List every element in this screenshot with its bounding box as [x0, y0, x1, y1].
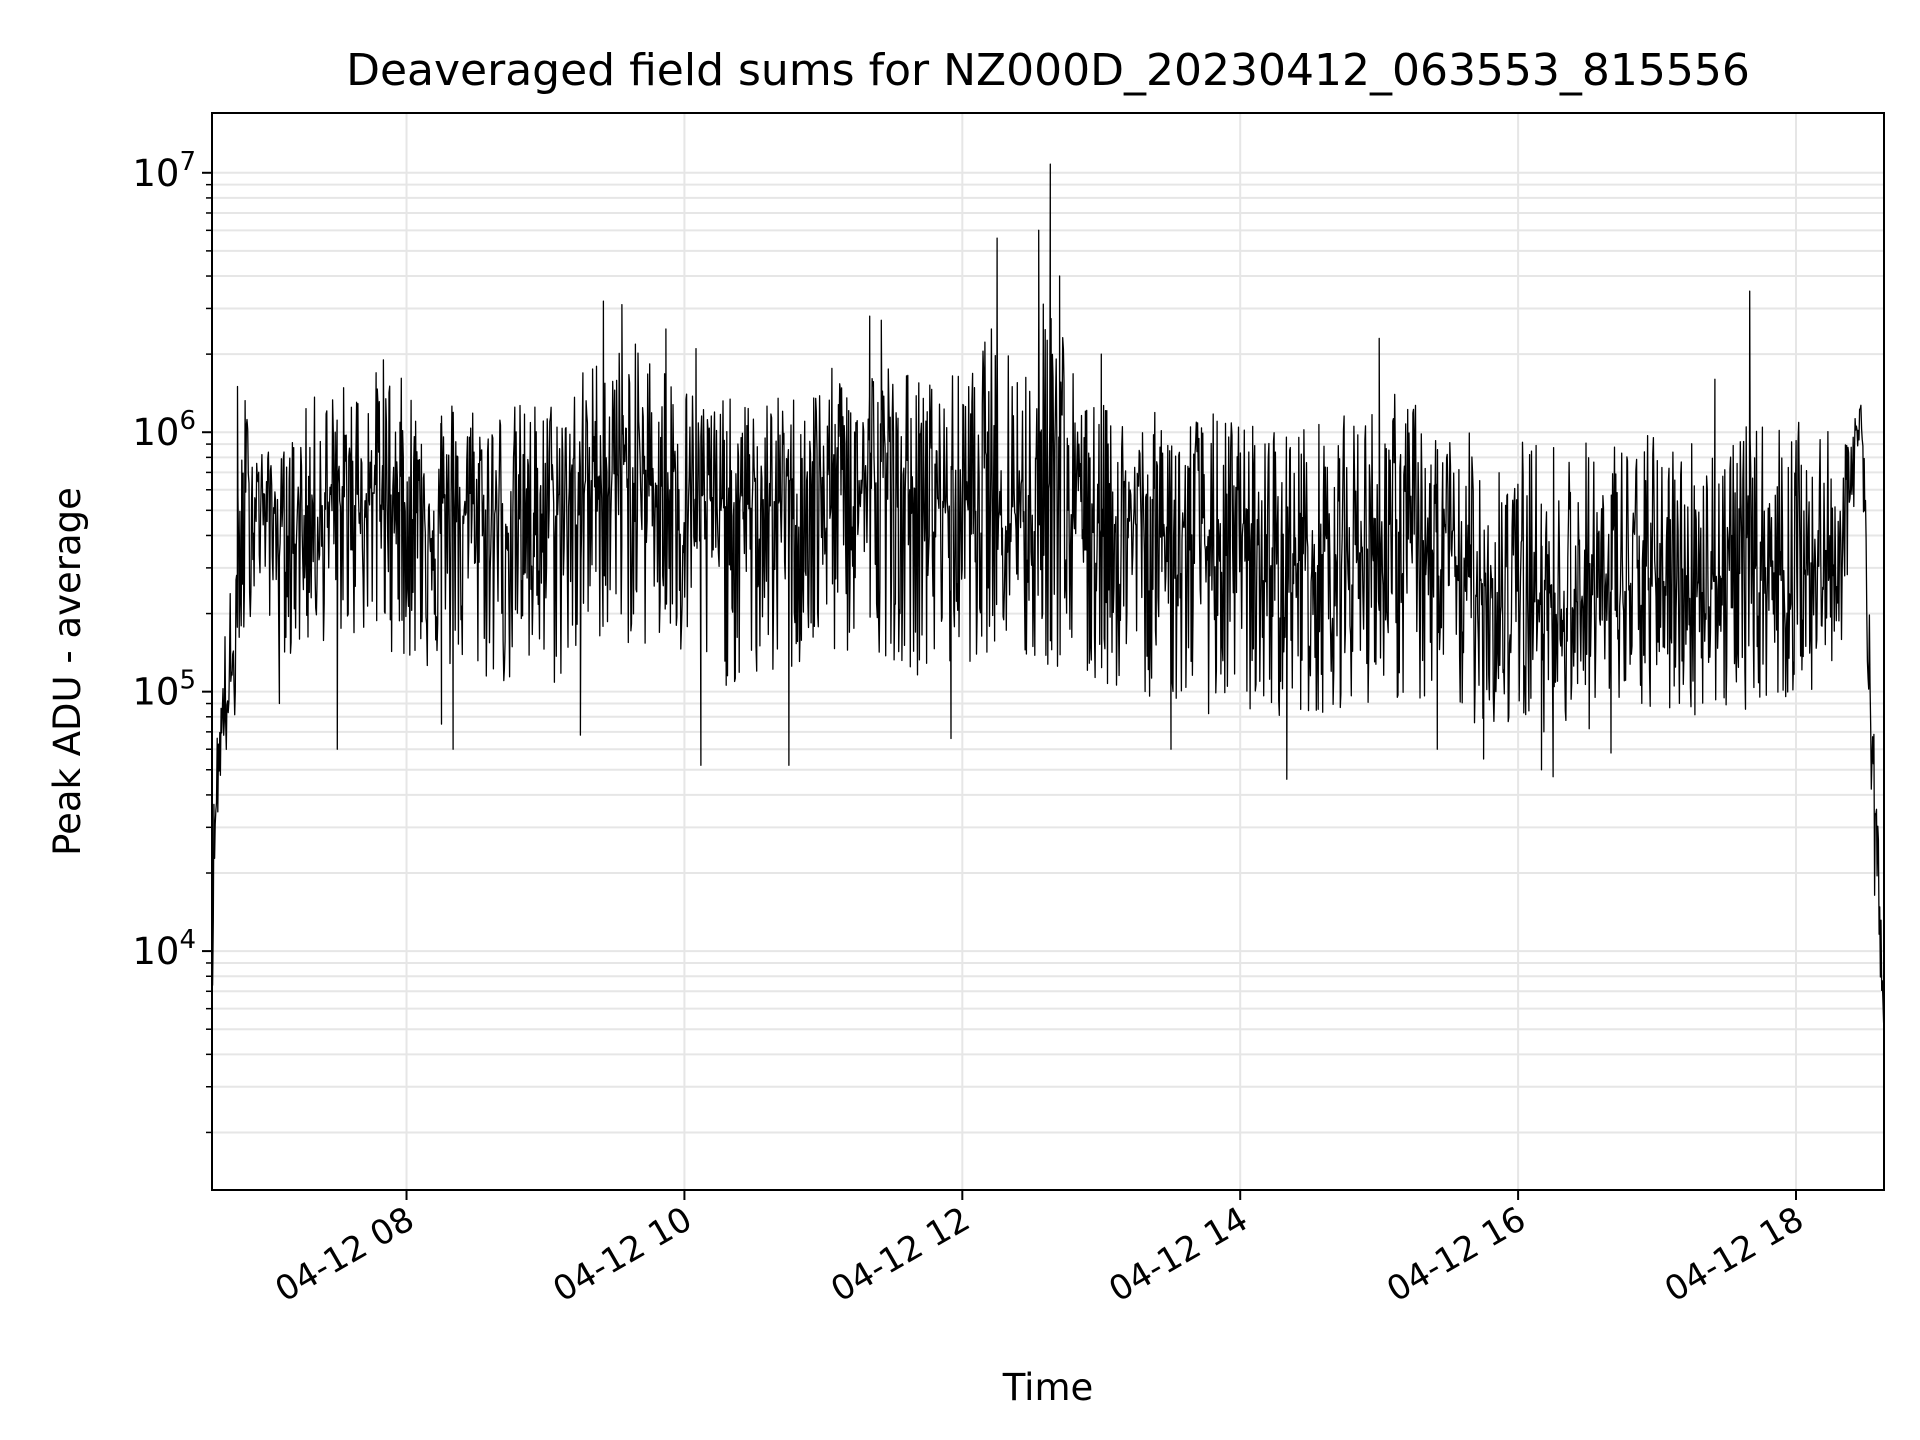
y-tick-label: 105 — [132, 666, 196, 714]
y-tick-label: 106 — [132, 406, 196, 454]
plot-area — [211, 163, 1885, 1023]
chart-title: Deaveraged field sums for NZ000D_2023041… — [346, 45, 1750, 96]
x-axis-label: Time — [1002, 1366, 1094, 1409]
y-axis-label: Peak ADU - average — [46, 487, 89, 856]
series-line — [211, 163, 1885, 1023]
y-tick-label: 107 — [132, 147, 196, 195]
y-tick-label: 104 — [132, 925, 196, 973]
axes-frame — [211, 112, 1885, 1191]
